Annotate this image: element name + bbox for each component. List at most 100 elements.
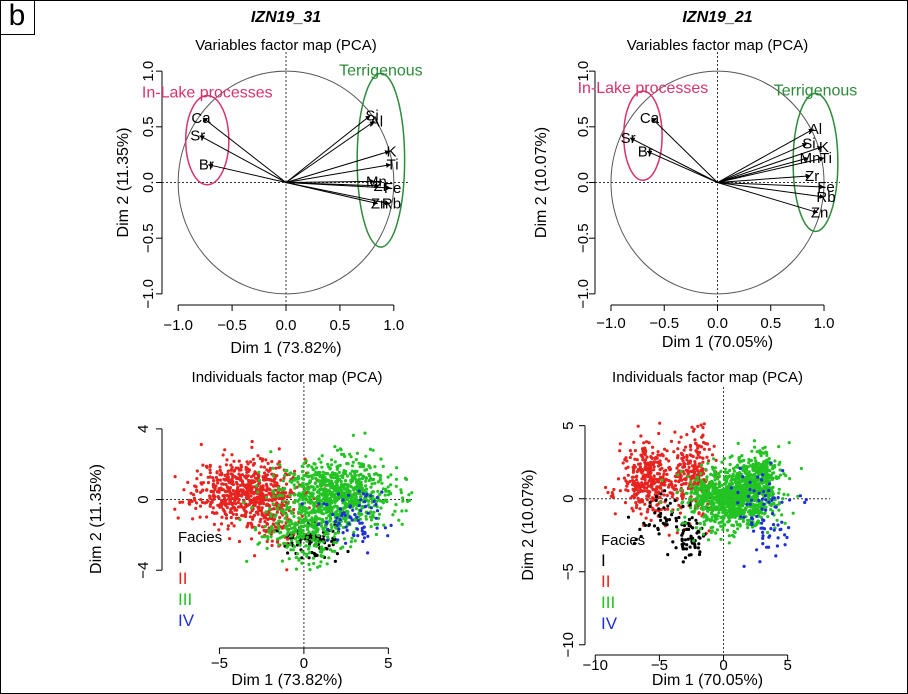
legend-entry-i: I — [178, 548, 183, 567]
data-point — [711, 525, 715, 529]
group-label-in-lake-processes: In-Lake processes — [578, 80, 709, 97]
data-point — [298, 505, 302, 509]
data-point — [661, 521, 665, 525]
data-point — [649, 485, 654, 489]
data-point — [752, 489, 756, 493]
data-point — [268, 488, 272, 492]
data-point — [291, 548, 295, 552]
y-tick-label: 1.0 — [140, 61, 157, 82]
var-label-rb: Rb — [816, 189, 835, 206]
x-tick-label: −0.5 — [649, 315, 679, 332]
data-point — [246, 496, 250, 500]
data-point — [262, 465, 266, 469]
data-point — [389, 483, 393, 487]
data-point — [722, 478, 727, 482]
data-point — [206, 475, 210, 479]
data-point — [361, 539, 365, 544]
data-point — [684, 482, 688, 486]
data-point — [634, 501, 638, 505]
data-point — [302, 551, 306, 556]
data-point — [292, 493, 296, 497]
data-point — [316, 478, 320, 482]
data-point — [352, 475, 356, 479]
facies-iv-points — [300, 489, 393, 555]
data-point — [659, 483, 663, 487]
data-point — [366, 551, 370, 555]
data-point — [658, 421, 662, 425]
data-point — [756, 504, 760, 508]
data-point — [745, 502, 749, 506]
data-point — [637, 484, 641, 488]
data-point — [278, 531, 282, 535]
data-point — [350, 469, 354, 473]
data-point — [262, 471, 267, 475]
data-point — [662, 483, 667, 487]
data-point — [306, 527, 310, 532]
data-point — [285, 545, 289, 549]
y-tick-label: −1.0 — [575, 279, 592, 309]
data-point — [697, 542, 701, 546]
data-point — [344, 541, 348, 545]
data-point — [317, 473, 321, 477]
x-tick-label: 5 — [384, 655, 392, 672]
data-point — [375, 522, 380, 527]
data-point — [735, 472, 739, 476]
data-point — [659, 463, 663, 467]
data-point — [771, 502, 775, 506]
data-point — [696, 446, 700, 450]
data-point — [690, 489, 694, 493]
facies-ii-points — [173, 439, 327, 541]
data-point — [683, 521, 688, 525]
data-point — [222, 477, 226, 481]
data-point — [741, 475, 745, 479]
data-point — [286, 537, 290, 541]
data-point — [745, 475, 749, 480]
x-tick-label: 1.0 — [814, 315, 835, 332]
data-point — [217, 496, 221, 500]
chart-subtitle: Individuals factor map (PCA) — [192, 369, 383, 386]
data-point — [695, 531, 699, 535]
data-point — [278, 493, 282, 497]
data-point — [643, 478, 647, 482]
data-point — [225, 458, 229, 462]
data-point — [338, 517, 342, 522]
data-point — [220, 473, 224, 477]
data-point — [655, 503, 659, 507]
data-point — [764, 450, 768, 454]
data-point — [294, 567, 299, 571]
data-point — [371, 515, 375, 519]
data-point — [766, 530, 770, 535]
data-point — [298, 502, 302, 506]
data-point — [182, 488, 186, 492]
data-point — [659, 518, 663, 523]
data-point — [747, 457, 751, 462]
data-point — [369, 496, 373, 500]
var-label-si: Si — [365, 108, 378, 125]
data-point — [283, 474, 287, 478]
data-point — [618, 449, 622, 453]
data-point — [766, 515, 770, 519]
data-point — [325, 538, 329, 542]
data-point — [687, 527, 691, 532]
data-point — [205, 488, 209, 492]
data-point — [312, 501, 316, 505]
data-point — [739, 515, 743, 519]
data-point — [645, 494, 649, 498]
data-point — [258, 456, 262, 461]
data-point — [332, 535, 336, 539]
data-point — [662, 472, 666, 476]
var-label-k: K — [819, 139, 829, 156]
data-point — [781, 469, 785, 473]
data-point — [329, 475, 333, 479]
data-point — [681, 453, 685, 457]
data-point — [353, 501, 357, 505]
data-point — [726, 499, 730, 504]
arrow-mn — [285, 178, 375, 184]
data-point — [282, 476, 286, 480]
data-point — [641, 458, 645, 462]
arrow-zr — [717, 173, 811, 183]
data-point — [739, 502, 744, 506]
data-point — [645, 489, 649, 493]
y-tick-label: −4 — [135, 562, 152, 579]
data-point — [697, 511, 701, 515]
